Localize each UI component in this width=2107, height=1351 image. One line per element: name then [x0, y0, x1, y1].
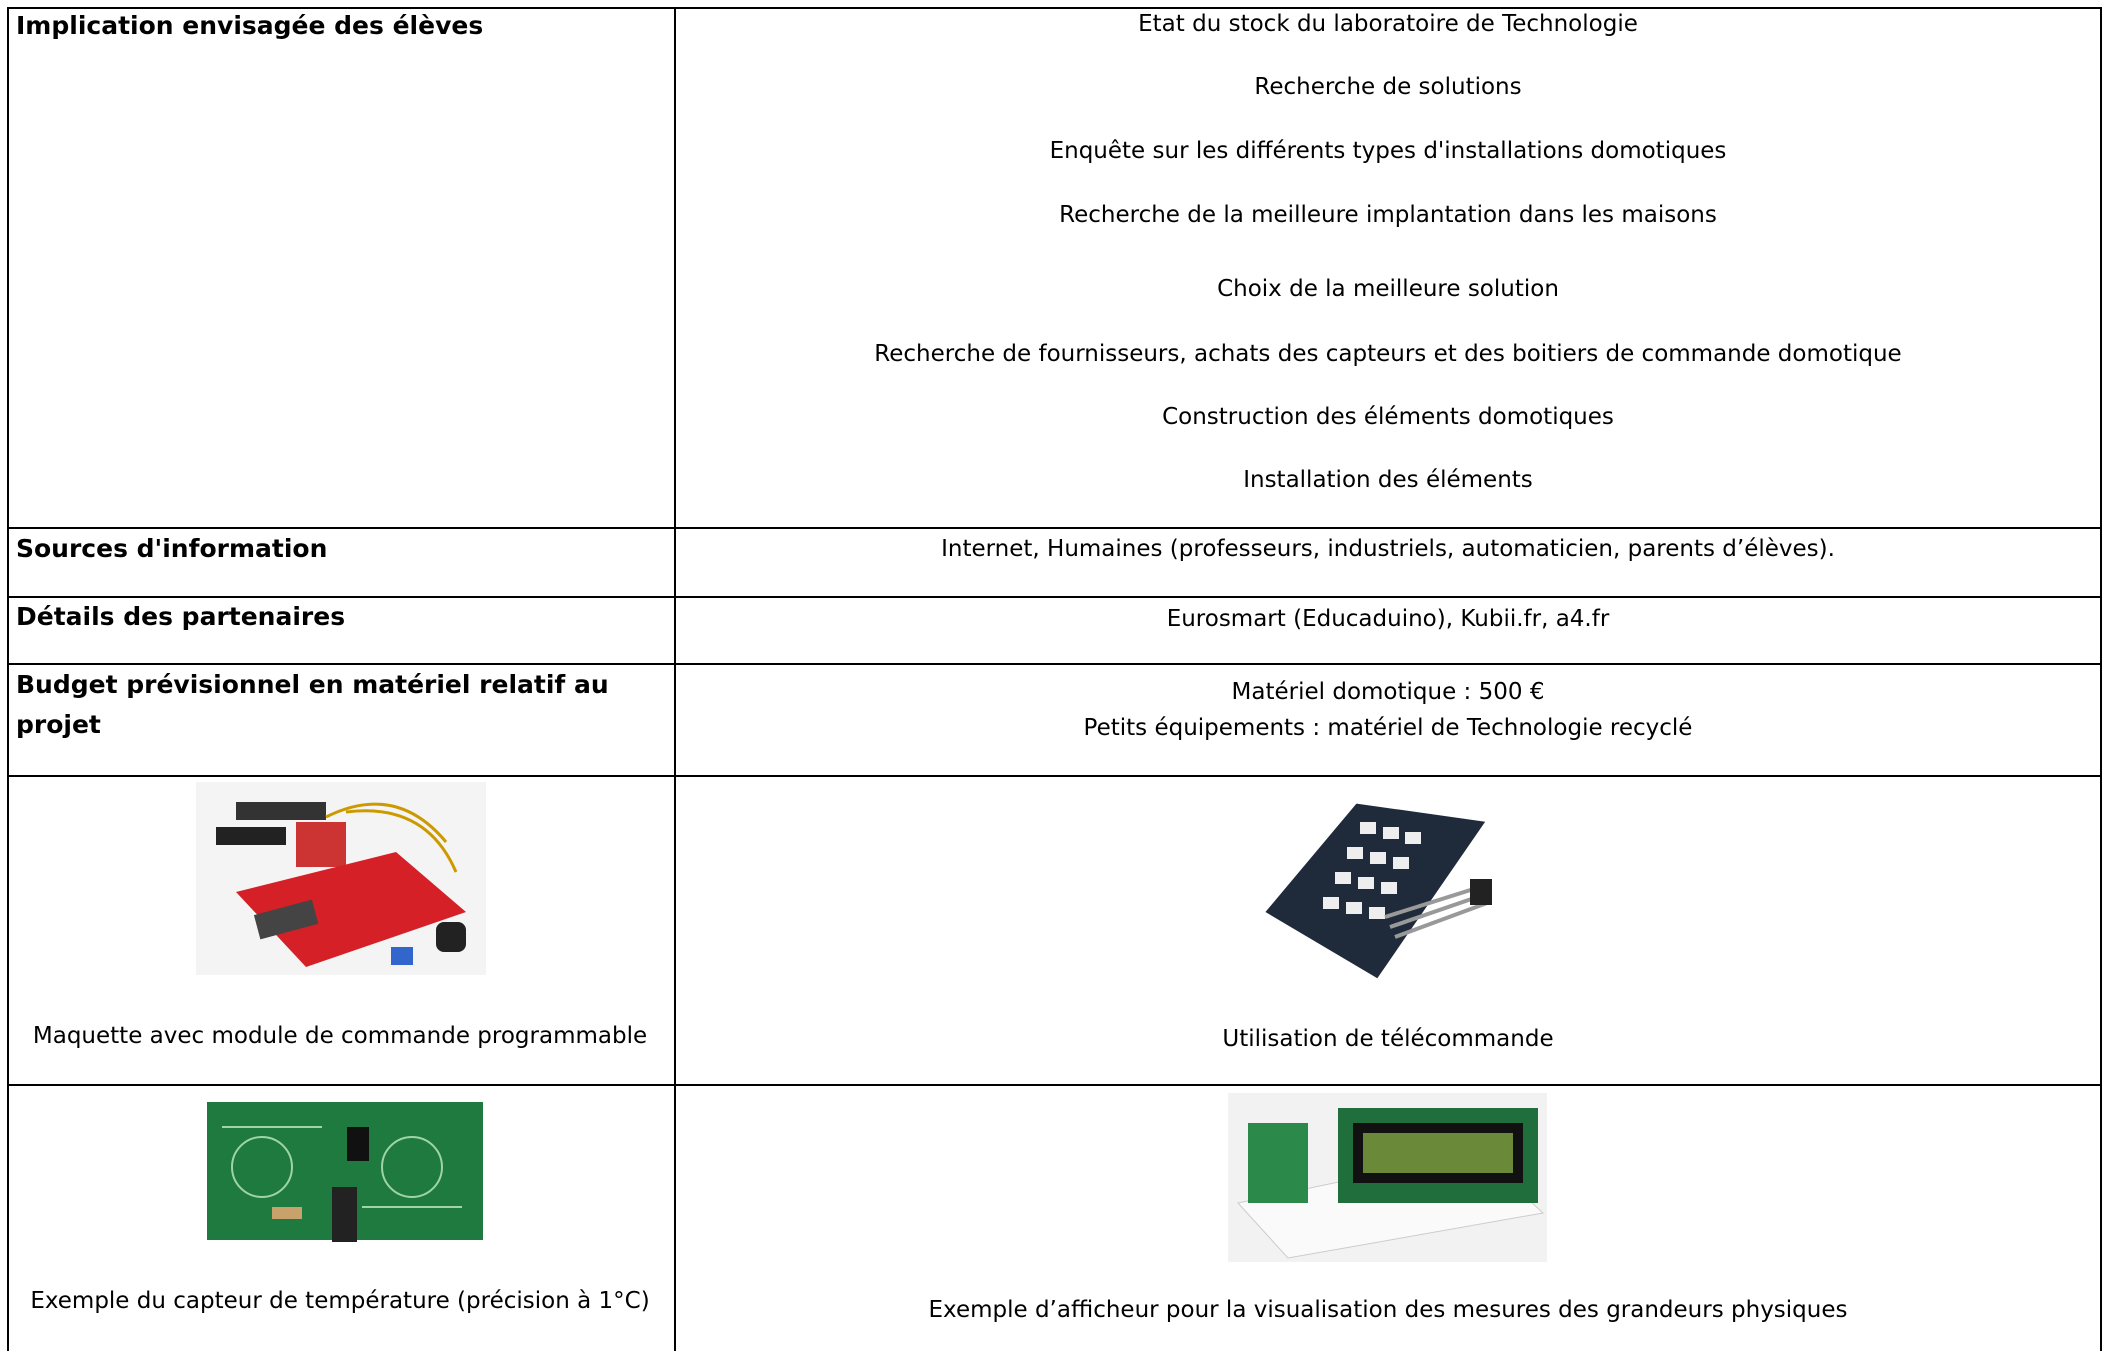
row-label: Détails des partenaires: [16, 602, 346, 631]
cell-text: Construction des éléments domotiques: [1162, 404, 1614, 430]
image: [196, 782, 486, 975]
border: [2100, 7, 2102, 1351]
border: [674, 7, 676, 1351]
border: [7, 775, 2102, 777]
border: [7, 596, 2102, 598]
image: [1228, 1093, 1547, 1262]
image: [202, 1097, 488, 1245]
border: [7, 1084, 2102, 1086]
figure-caption: Maquette avec module de commande program…: [32, 1023, 648, 1049]
cell-text: Recherche de la meilleure implantation d…: [1059, 202, 1717, 228]
row-label: Budget prévisionnel en matériel relatif …: [16, 670, 609, 739]
cell-text: Etat du stock du laboratoire de Technolo…: [1138, 11, 1638, 37]
cell-text: Internet, Humaines (professeurs, industr…: [941, 536, 1835, 562]
image: [1265, 787, 1503, 985]
border: [7, 7, 2102, 9]
row-label: Sources d'information: [16, 534, 328, 563]
border: [7, 7, 9, 1351]
cell-text: Recherche de fournisseurs, achats des ca…: [874, 341, 1902, 367]
cell-text: Petits équipements : matériel de Technol…: [1083, 715, 1693, 741]
row-label: Implication envisagée des élèves: [16, 11, 484, 40]
cell-text: Installation des éléments: [1243, 467, 1533, 493]
cell-text: Enquête sur les différents types d'insta…: [1049, 138, 1727, 164]
cell-text: Matériel domotique : 500 €: [1231, 679, 1545, 705]
border: [7, 527, 2102, 529]
cell-text: Eurosmart (Educaduino), Kubii.fr, a4.fr: [1166, 606, 1610, 632]
cell-text: Choix de la meilleure solution: [1217, 276, 1559, 302]
figure-caption: Utilisation de télécommande: [1222, 1026, 1554, 1052]
figure-caption: Exemple du capteur de température (préci…: [30, 1288, 650, 1314]
cell-text: Recherche de solutions: [1254, 74, 1522, 100]
border: [7, 663, 2102, 665]
figure-caption: Exemple d’afficheur pour la visualisatio…: [928, 1297, 1848, 1323]
